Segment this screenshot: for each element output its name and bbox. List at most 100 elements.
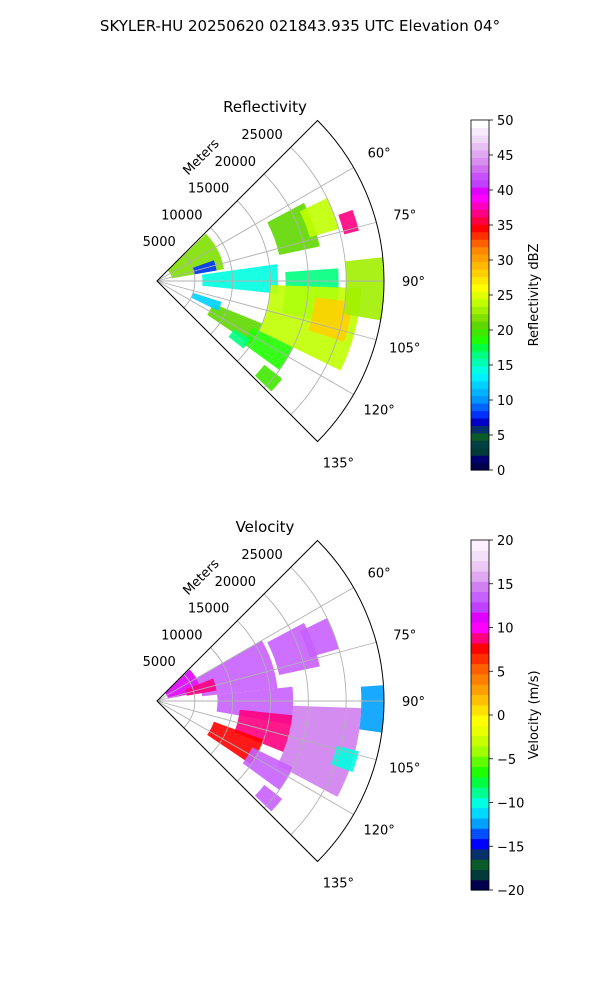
- colorbar-swatch: [471, 216, 489, 225]
- colorbar-swatch: [471, 179, 489, 188]
- panel-title: Reflectivity: [223, 98, 307, 116]
- colorbar-swatch: [471, 455, 489, 464]
- colorbar-swatch: [471, 187, 489, 196]
- colorbar-tick-label: −20: [497, 884, 524, 899]
- colorbar-swatch: [471, 335, 489, 345]
- colorbar-swatch: [471, 328, 489, 337]
- echo-region: [234, 709, 293, 753]
- colorbar-swatch: [471, 663, 489, 675]
- echo-region: [254, 364, 283, 392]
- colorbar-swatch: [471, 172, 489, 181]
- colorbar-tick-label: 15: [497, 578, 514, 593]
- colorbar-swatch: [471, 239, 489, 248]
- colorbar-swatch: [471, 261, 489, 270]
- colorbar-tick-label: 35: [497, 219, 514, 234]
- echo-region: [277, 705, 362, 797]
- echo-layer: [165, 618, 384, 812]
- range-tick-label: 5000: [143, 655, 176, 670]
- colorbar-tick-label: 0: [497, 464, 505, 479]
- angle-tick-label: 60°: [368, 147, 391, 162]
- colorbar-swatch: [471, 402, 489, 412]
- colorbar-swatch: [471, 201, 489, 210]
- echo-region: [192, 260, 217, 275]
- colorbar: 0 5 10 15 20 25 30 35 40 45 50 Reflectivity dBZ: [470, 114, 542, 479]
- colorbar-swatch: [471, 581, 489, 593]
- echo-region: [299, 618, 339, 658]
- panel-title: Velocity: [236, 518, 295, 536]
- sector-outline: [156, 119, 385, 443]
- colorbar-swatch: [471, 142, 489, 151]
- colorbar-swatch: [471, 735, 489, 747]
- colorbar-swatch: [471, 591, 489, 603]
- angle-tick-label: 135°: [323, 876, 354, 891]
- colorbar-swatch: [471, 540, 489, 551]
- colorbar-tick-label: 20: [497, 324, 514, 339]
- colorbar-swatch: [471, 395, 489, 404]
- colorbar-swatch: [471, 432, 489, 441]
- colorbar-swatch: [471, 642, 489, 654]
- colorbar-swatch: [471, 653, 489, 665]
- colorbar-swatch: [471, 462, 489, 471]
- colorbar-swatch: [471, 612, 489, 623]
- echo-region: [201, 264, 279, 294]
- colorbar-swatch: [471, 209, 489, 218]
- colorbar-swatch: [471, 694, 489, 706]
- colorbar-tick-label: 40: [497, 184, 514, 199]
- echo-layer: [167, 198, 384, 392]
- colorbar-swatch: [471, 828, 489, 840]
- colorbar-swatch: [471, 246, 489, 255]
- echo-region: [196, 640, 278, 697]
- colorbar-swatch: [471, 149, 489, 158]
- colorbar-swatch: [471, 756, 489, 768]
- colorbar-swatch: [471, 380, 489, 389]
- colorbar-swatch: [471, 550, 489, 562]
- colorbar-swatch: [471, 120, 489, 129]
- azimuth-spoke: [156, 700, 377, 761]
- azimuth-spoke: [156, 221, 377, 282]
- colorbar-swatch: [471, 276, 489, 285]
- colorbar-swatch: [471, 570, 489, 582]
- echo-region: [338, 209, 359, 235]
- colorbar-tick-label: 30: [497, 254, 514, 269]
- echo-region: [254, 784, 283, 812]
- colorbar-swatch: [471, 134, 489, 143]
- colorbar-tick-label: 50: [497, 114, 514, 129]
- colorbar-tick-label: 45: [497, 149, 514, 164]
- colorbar-tick-label: 5: [497, 429, 505, 444]
- azimuth-spoke: [156, 280, 377, 341]
- colorbar-label: Velocity (m/s): [527, 670, 542, 759]
- colorbar-swatch: [471, 231, 489, 240]
- colorbar-swatch: [471, 704, 489, 716]
- azimuth-spoke: [156, 700, 354, 815]
- colorbar-swatch: [471, 766, 489, 778]
- angle-tick-label: 90°: [402, 695, 425, 710]
- range-tick-label: 10000: [161, 208, 202, 223]
- angle-tick-label: 90°: [402, 275, 425, 290]
- colorbar-tick-label: 10: [497, 394, 514, 409]
- range-tick-label: 20000: [215, 155, 256, 170]
- range-tick-label: 15000: [188, 182, 229, 197]
- sector-outline: [156, 539, 385, 863]
- colorbar-swatch: [471, 313, 489, 322]
- range-tick-label: 5000: [143, 235, 176, 250]
- azimuth-spoke: [156, 167, 354, 282]
- colorbar-swatch: [471, 358, 489, 367]
- colorbar-swatch: [471, 321, 489, 330]
- colorbar-swatch: [471, 715, 489, 726]
- azimuth-spoke: [156, 280, 354, 395]
- echo-region: [191, 292, 222, 311]
- colorbar-swatch: [471, 373, 489, 382]
- reflectivity-panel: Reflectivity500010000150002000025000Mete…: [143, 98, 542, 479]
- angle-tick-label: 75°: [393, 629, 416, 644]
- colorbar-swatch: [471, 343, 489, 352]
- colorbar-swatch: [471, 673, 489, 685]
- angle-tick-label: 60°: [368, 567, 391, 582]
- colorbar-swatch: [471, 859, 489, 871]
- angle-tick-label: 75°: [393, 209, 416, 224]
- colorbar-label: Reflectivity dBZ: [527, 244, 542, 347]
- colorbar-swatch: [471, 725, 489, 737]
- range-tick-label: 10000: [161, 628, 202, 643]
- colorbar-tick-label: −15: [497, 840, 524, 855]
- angle-tick-label: 120°: [363, 403, 394, 418]
